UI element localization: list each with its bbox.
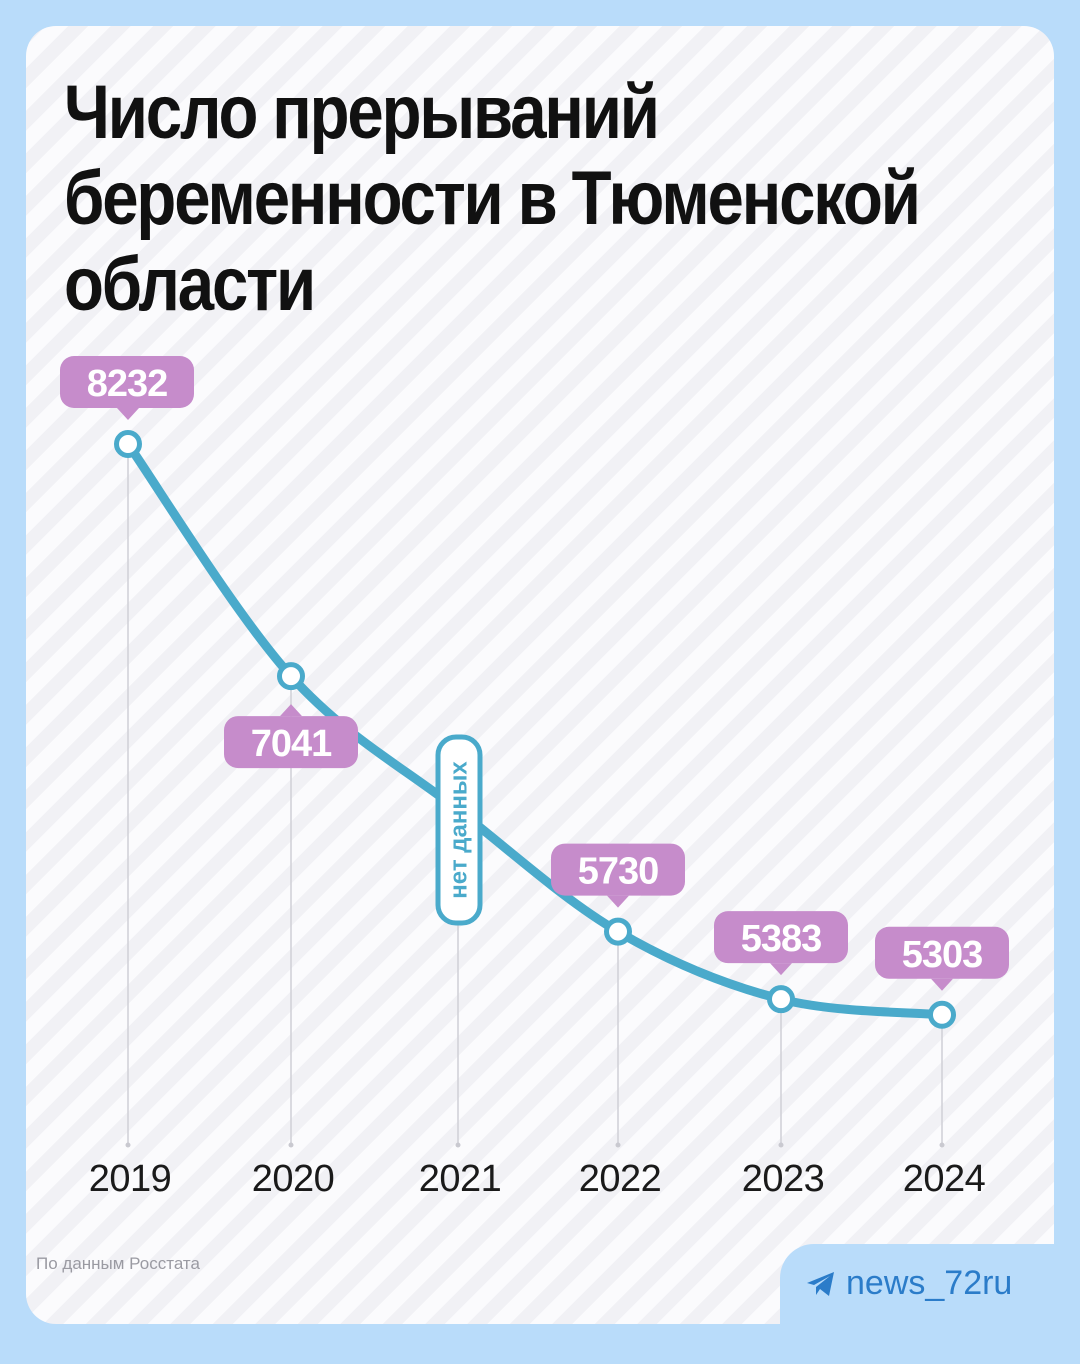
value-badge-pointer [770,963,792,976]
title-line-2: беременности в Тюменской [64,156,921,241]
axis-dot [125,1142,131,1148]
point-markers [114,430,956,1029]
chart-card: Число прерываний беременности в Тюменско… [26,26,1054,1324]
value-badge-box [875,926,1009,979]
brand-link[interactable]: news_72ru [806,1264,1012,1303]
value-badge: 7041 [224,704,358,769]
value-badge-pointer [117,408,139,420]
value-badge-box [714,911,848,964]
axis-dot [615,1142,621,1148]
data-point [277,662,305,691]
brand-handle: news_72ru [846,1264,1013,1302]
axis-dot [778,1142,784,1148]
value-badge: 5303 [875,926,1009,991]
value-label: 8232 [87,363,168,405]
data-point [114,430,142,458]
x-tick-label: 2021 [419,1158,502,1200]
no-data-label: нет данных [446,761,473,899]
value-label: 5383 [741,918,822,960]
no-data-box [435,734,483,926]
axis-dot [939,1142,945,1148]
x-tick-label: 2024 [903,1158,986,1200]
value-badge-box [60,356,194,408]
x-tick-label: 2022 [579,1158,662,1200]
value-badge: 5383 [714,911,848,976]
x-tick-label: 2023 [742,1158,825,1200]
value-label: 5303 [902,934,983,976]
x-tick-labels: 2019 2020 2021 2022 2023 2024 [89,1158,986,1200]
title-line-3: области [64,242,316,327]
title-line-1: Число прерываний [64,70,660,155]
chart-title: Число прерываний беременности в Тюменско… [64,70,921,328]
data-point [767,985,795,1014]
telegram-icon [806,1270,836,1298]
axis-dot [455,1142,461,1148]
no-data-tag: нет данных [435,734,483,926]
data-point [928,1000,956,1029]
source-note: По данным Росстата [36,1254,200,1273]
data-point [604,917,632,946]
value-label: 7041 [251,723,332,765]
value-badge-box [224,716,358,769]
value-labels: 8232 7041 5730 5383 5303 нет данных [60,356,1009,991]
value-badge-pointer [280,704,302,717]
x-tick-label: 2020 [252,1158,335,1200]
value-label: 5730 [578,851,659,893]
value-badge-box [551,843,685,896]
axis-dot [288,1142,294,1148]
x-tick-label: 2019 [89,1158,172,1200]
value-badge-pointer [607,895,629,908]
value-badge: 8232 [60,356,194,420]
guide-lines [125,444,945,1148]
value-badge: 5730 [551,843,685,908]
value-badge-pointer [931,978,953,991]
brand-tab [780,1244,1080,1364]
